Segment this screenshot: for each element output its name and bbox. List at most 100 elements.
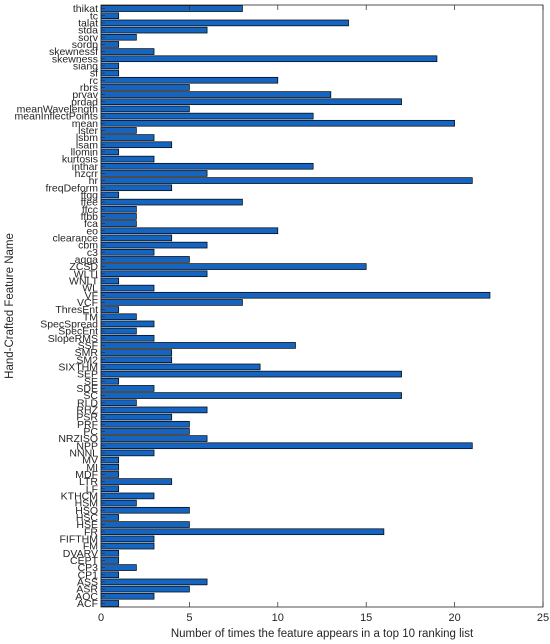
bar-talat (100, 19, 349, 27)
y-tick-label: LTR (79, 476, 98, 488)
y-tick-label: sorv (78, 32, 99, 44)
y-tick-label: MI (86, 462, 98, 474)
y-tick-label: NRZISO (58, 433, 98, 445)
y-tick-label: VCF (77, 297, 98, 309)
bar-SSF (100, 342, 296, 349)
y-tick-label: SEP (77, 369, 98, 381)
bar-c3 (100, 248, 155, 256)
bar-ffbb (100, 213, 137, 220)
y-tick-label: WLTI (74, 268, 98, 280)
y-tick-label: TM (83, 311, 98, 323)
bar-PRF (100, 420, 190, 428)
bar-VF (100, 291, 491, 299)
y-tick-label: ZCSD (69, 261, 98, 273)
bar-SpecSpread (100, 320, 155, 328)
bar-SM2 (100, 356, 173, 364)
bar-LTR (100, 478, 173, 485)
y-tick-label: thikat (73, 3, 98, 15)
x-axis-title: Number of times the feature appears in a… (171, 628, 474, 640)
y-tick-label: VF (85, 290, 98, 302)
bar-ffcc (100, 205, 137, 213)
y-tick-label: lsbm (76, 132, 98, 144)
y-tick-label: FM (83, 541, 98, 553)
x-axis: 0 5 10 15 20 25 (98, 5, 549, 624)
bar-SEP (100, 370, 402, 378)
x-tick-label: 25 (537, 612, 549, 624)
bar-PSR (100, 413, 173, 421)
y-tick-label: kurtosis (62, 154, 98, 166)
bar-fca (100, 220, 137, 227)
bar-ZCSD (100, 263, 367, 270)
bar-ASS (100, 578, 208, 586)
bar-kurtosis (100, 155, 155, 163)
bar-PC (100, 428, 190, 435)
y-tick-label: HSO (75, 505, 98, 517)
bar-AOC (100, 592, 155, 600)
y-axis: thikattctalatstdasorvsordpskewnessfskewn… (15, 3, 105, 610)
bar-TM (100, 313, 137, 321)
bar-clearance (100, 234, 173, 242)
y-tick-label: MV (82, 455, 98, 467)
y-tick-label: llomin (71, 147, 99, 159)
bar-meanInflectPoints (100, 112, 314, 120)
y-tick-label: hr (89, 175, 99, 187)
y-tick-label: talat (78, 18, 98, 30)
y-tick-label: SDE (76, 383, 98, 395)
y-tick-label: eo (86, 225, 98, 237)
bar-hr (100, 177, 473, 184)
y-tick-label: SC (83, 390, 98, 402)
bar-hzcrr (100, 170, 208, 177)
y-tick-label: fca (84, 218, 98, 230)
bar-inthar (100, 162, 314, 170)
bar-RLD (100, 399, 137, 407)
y-tick-label: stda (78, 25, 98, 37)
y-tick-label: skewnessf (49, 46, 98, 58)
y-tick-label: MDF (75, 469, 98, 481)
y-tick-label: SE (84, 376, 98, 388)
y-tick-label: SIXTHM (58, 362, 98, 374)
bar-HSM (100, 499, 137, 507)
bar-SIXTHM (100, 363, 261, 371)
y-tick-label: clearance (52, 233, 98, 245)
bar-lsbm (100, 134, 155, 141)
y-tick-label: skewness (52, 53, 98, 65)
y-tick-label: CP3 (78, 562, 99, 574)
y-tick-label: SpecEnt (58, 326, 98, 338)
bar-sorv (100, 33, 137, 41)
bar-HSO (100, 506, 190, 514)
y-tick-label: NNNL (69, 448, 98, 460)
bar-NPP (100, 442, 473, 450)
y-tick-label: inthar (72, 161, 99, 173)
y-tick-label: FIFTHM (60, 534, 99, 546)
y-tick-label: FR (84, 526, 98, 538)
bar-FR (100, 528, 385, 536)
bar-SC (100, 392, 402, 399)
bar-FIFTHM (100, 535, 155, 543)
y-tick-label: PC (83, 426, 98, 438)
plot-frame (100, 4, 544, 608)
x-tick-label: 20 (448, 612, 460, 624)
bar-SpecEnt (100, 327, 137, 335)
bar-NRZISO (100, 435, 208, 442)
bar-prvav (100, 91, 332, 98)
bar-WLTI (100, 270, 208, 278)
y-tick-label: KTHCM (61, 491, 98, 503)
bar-CP3 (100, 564, 137, 571)
y-tick-label: c3 (87, 247, 98, 259)
y-tick-label: sordp (72, 39, 98, 51)
y-tick-label: ffcc (82, 204, 98, 216)
y-tick-label: tc (90, 10, 98, 22)
y-tick-label: prdad (71, 96, 98, 108)
y-tick-label: siang (73, 61, 98, 73)
y-tick-label: NPP (76, 440, 98, 452)
y-tick-label: ThresEnt (55, 304, 98, 316)
y-tick-label: rbrs (80, 82, 98, 94)
y-tick-label: rc (89, 75, 98, 87)
y-tick-label: HSM (75, 498, 98, 510)
y-tick-label: ffee (81, 197, 98, 209)
bar-prdad (100, 98, 402, 106)
y-tick-label: PSR (76, 412, 98, 424)
plot-background (101, 5, 543, 607)
